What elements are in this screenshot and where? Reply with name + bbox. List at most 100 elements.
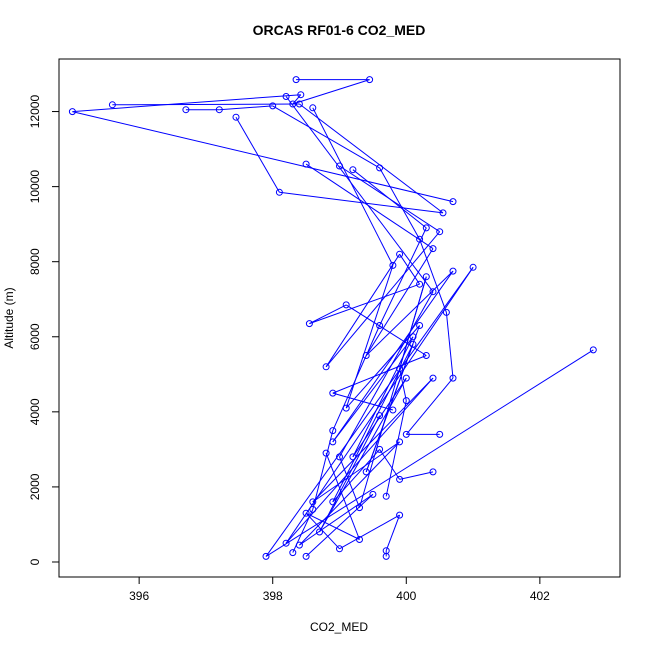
series-line-segment [285, 96, 434, 293]
data-point [389, 261, 397, 269]
series-line-segment [385, 514, 401, 551]
data-point [429, 374, 437, 382]
series-line-segment [319, 377, 407, 533]
data-point [349, 166, 357, 174]
series-line-segment [292, 79, 370, 105]
series-layer [68, 76, 597, 560]
series-7 [182, 102, 457, 438]
series-line-segment [399, 368, 407, 401]
series-line-segment [332, 355, 427, 394]
series-5 [262, 263, 597, 560]
series-line-segment [399, 471, 434, 480]
plot-frame [58, 58, 621, 578]
series-line-segment [299, 441, 400, 546]
series-line-segment [339, 165, 440, 233]
series-line-segment [332, 344, 414, 503]
series-line-segment [399, 276, 427, 369]
series-line-segment [272, 105, 380, 169]
data-point [382, 547, 390, 555]
data-point [382, 492, 390, 500]
data-point [429, 245, 437, 253]
series-line-segment [365, 248, 434, 356]
y-tick-label: 12000 [28, 95, 42, 129]
data-point [305, 320, 313, 328]
data-point [329, 438, 337, 446]
series-line-segment [265, 349, 594, 557]
data-point [429, 468, 437, 476]
data-point [449, 374, 457, 382]
data-point [439, 209, 447, 217]
data-point [422, 352, 430, 359]
data-point [302, 160, 310, 168]
series-line-segment [309, 304, 347, 325]
series-line-segment [339, 456, 360, 508]
data-point [68, 108, 76, 116]
series-line-segment [235, 116, 280, 193]
series-line-segment [332, 392, 394, 411]
series-line-segment [345, 325, 420, 409]
data-point [336, 545, 343, 553]
series-0 [68, 76, 457, 206]
series-line-segment [305, 512, 360, 540]
data-point [416, 235, 424, 243]
data-point [342, 301, 350, 309]
data-point [329, 427, 337, 435]
data-point [422, 224, 430, 232]
data-point [429, 288, 437, 296]
series-3 [305, 162, 444, 414]
data-point [402, 374, 410, 382]
data-point [389, 406, 397, 414]
data-point [396, 475, 404, 483]
data-point [362, 468, 370, 476]
series-line-segment [379, 449, 401, 480]
series-line-segment [379, 167, 421, 240]
y-tick-label: 6000 [28, 323, 42, 350]
series-line-segment [319, 415, 381, 533]
data-point [449, 198, 457, 206]
series-line-segment [305, 494, 374, 557]
series-line-segment [265, 267, 474, 557]
series-line-segment [399, 253, 421, 285]
series-line-segment [339, 291, 434, 458]
series-line-segment [72, 111, 454, 203]
data-point [436, 228, 444, 236]
data-point [275, 188, 283, 196]
data-point [376, 322, 384, 329]
y-tick-label: 0 [28, 558, 42, 565]
data-point [329, 498, 337, 506]
data-point [309, 104, 317, 112]
series-line-segment [345, 265, 394, 409]
series-line-segment [385, 400, 407, 497]
data-point [409, 340, 417, 348]
data-point [416, 280, 424, 288]
data-point [356, 504, 363, 512]
data-point [402, 430, 410, 438]
y-tick-label: 10000 [28, 170, 42, 204]
data-point [449, 267, 457, 275]
series-line-segment [332, 449, 380, 503]
x-tick-label: 398 [263, 589, 283, 603]
data-point [292, 76, 300, 84]
x-tick-label: 402 [530, 589, 550, 603]
data-point [469, 263, 477, 271]
y-axis-label: Altitude (m) [2, 287, 16, 348]
data-point [342, 404, 350, 412]
series-line-segment [405, 377, 454, 435]
data-point [295, 100, 303, 108]
series-line-segment [219, 105, 273, 111]
data-point [369, 490, 377, 498]
x-tick-label: 396 [129, 589, 149, 603]
series-line-segment [312, 377, 434, 503]
data-point [302, 509, 310, 517]
series-line-segment [305, 163, 434, 250]
data-point [295, 541, 303, 549]
series-line-segment [312, 441, 400, 503]
y-tick-label: 4000 [28, 398, 42, 425]
data-point [402, 397, 410, 405]
data-point [322, 363, 330, 371]
data-point [416, 322, 424, 329]
data-point [108, 101, 116, 109]
y-tick-label: 8000 [28, 248, 42, 275]
series-line-segment [305, 512, 340, 550]
series-4 [302, 160, 457, 536]
